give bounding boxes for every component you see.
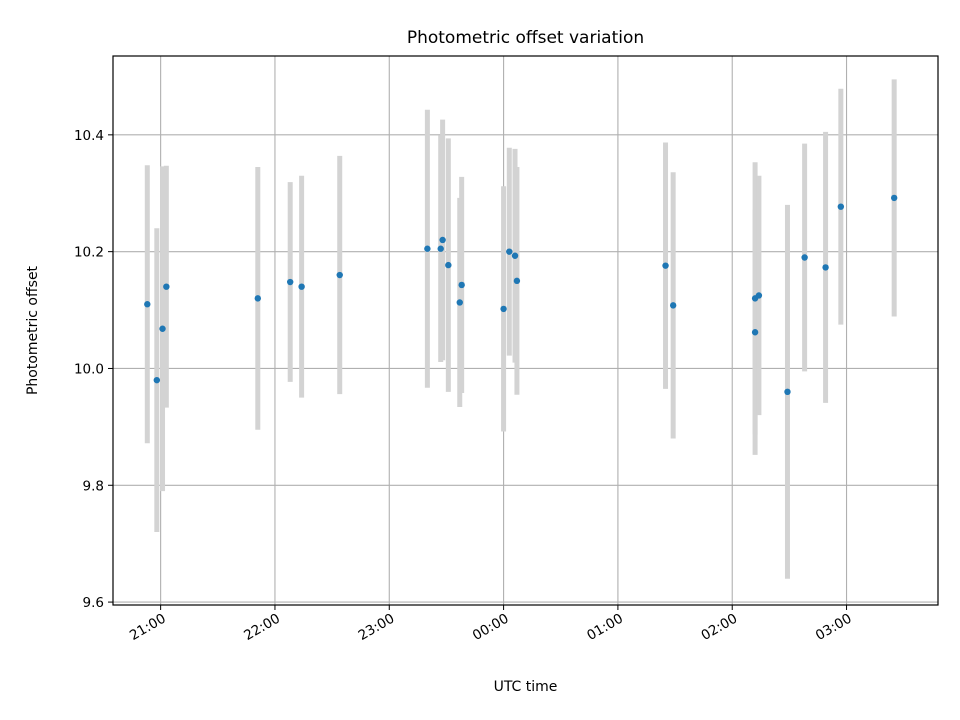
data-point: [437, 245, 444, 252]
data-point: [755, 292, 763, 299]
data-point: [163, 283, 170, 290]
data-point: [511, 252, 519, 259]
data-point: [144, 301, 151, 308]
data-point: [801, 254, 808, 261]
data-point: [336, 271, 343, 279]
data-point: [458, 281, 465, 289]
data-point: [456, 299, 463, 306]
data-point: [513, 277, 521, 285]
data-point: [254, 295, 262, 302]
y-axis-label: Photometric offset: [25, 265, 41, 395]
data-point: [662, 262, 669, 269]
x-tick-label: 03:00: [813, 611, 855, 644]
y-tick-label: 9.6: [83, 595, 104, 611]
x-tick-label: 01:00: [584, 611, 626, 644]
grid: [113, 56, 938, 605]
y-tick-label: 10.0: [74, 361, 104, 377]
x-tick-label: 23:00: [356, 611, 398, 644]
axes-frame: [112, 55, 939, 606]
data-point: [424, 245, 431, 252]
data-point: [784, 388, 791, 396]
data-point: [506, 248, 513, 255]
data-point: [751, 329, 759, 336]
y-ticks: 9.6 9.8 10.0 10.2 10.4: [74, 128, 113, 611]
x-ticks: 21:00 22:00 23:00 00:00 01:00 02:00 03:00: [127, 605, 855, 644]
x-tick-label: 22:00: [241, 611, 283, 644]
y-tick-label: 10.4: [74, 128, 104, 144]
data-point: [286, 278, 294, 286]
data-point: [298, 283, 305, 290]
data-point: [439, 236, 446, 244]
x-tick-label: 00:00: [470, 611, 512, 644]
x-tick-label: 02:00: [699, 611, 741, 644]
y-tick-label: 10.2: [74, 245, 104, 261]
data-point: [153, 376, 161, 384]
y-tick-label: 9.8: [83, 478, 104, 494]
data-point: [669, 302, 677, 309]
data-point: [837, 203, 845, 210]
data-points: [144, 194, 898, 396]
x-axis-label: UTC time: [494, 679, 558, 695]
data-point: [500, 305, 507, 313]
data-point: [822, 264, 829, 271]
chart-title: Photometric offset variation: [407, 28, 644, 48]
x-tick-label: 21:00: [127, 611, 169, 644]
data-point: [890, 194, 898, 202]
error-bars: [144, 79, 897, 579]
data-point: [445, 261, 452, 269]
data-point: [159, 325, 166, 332]
